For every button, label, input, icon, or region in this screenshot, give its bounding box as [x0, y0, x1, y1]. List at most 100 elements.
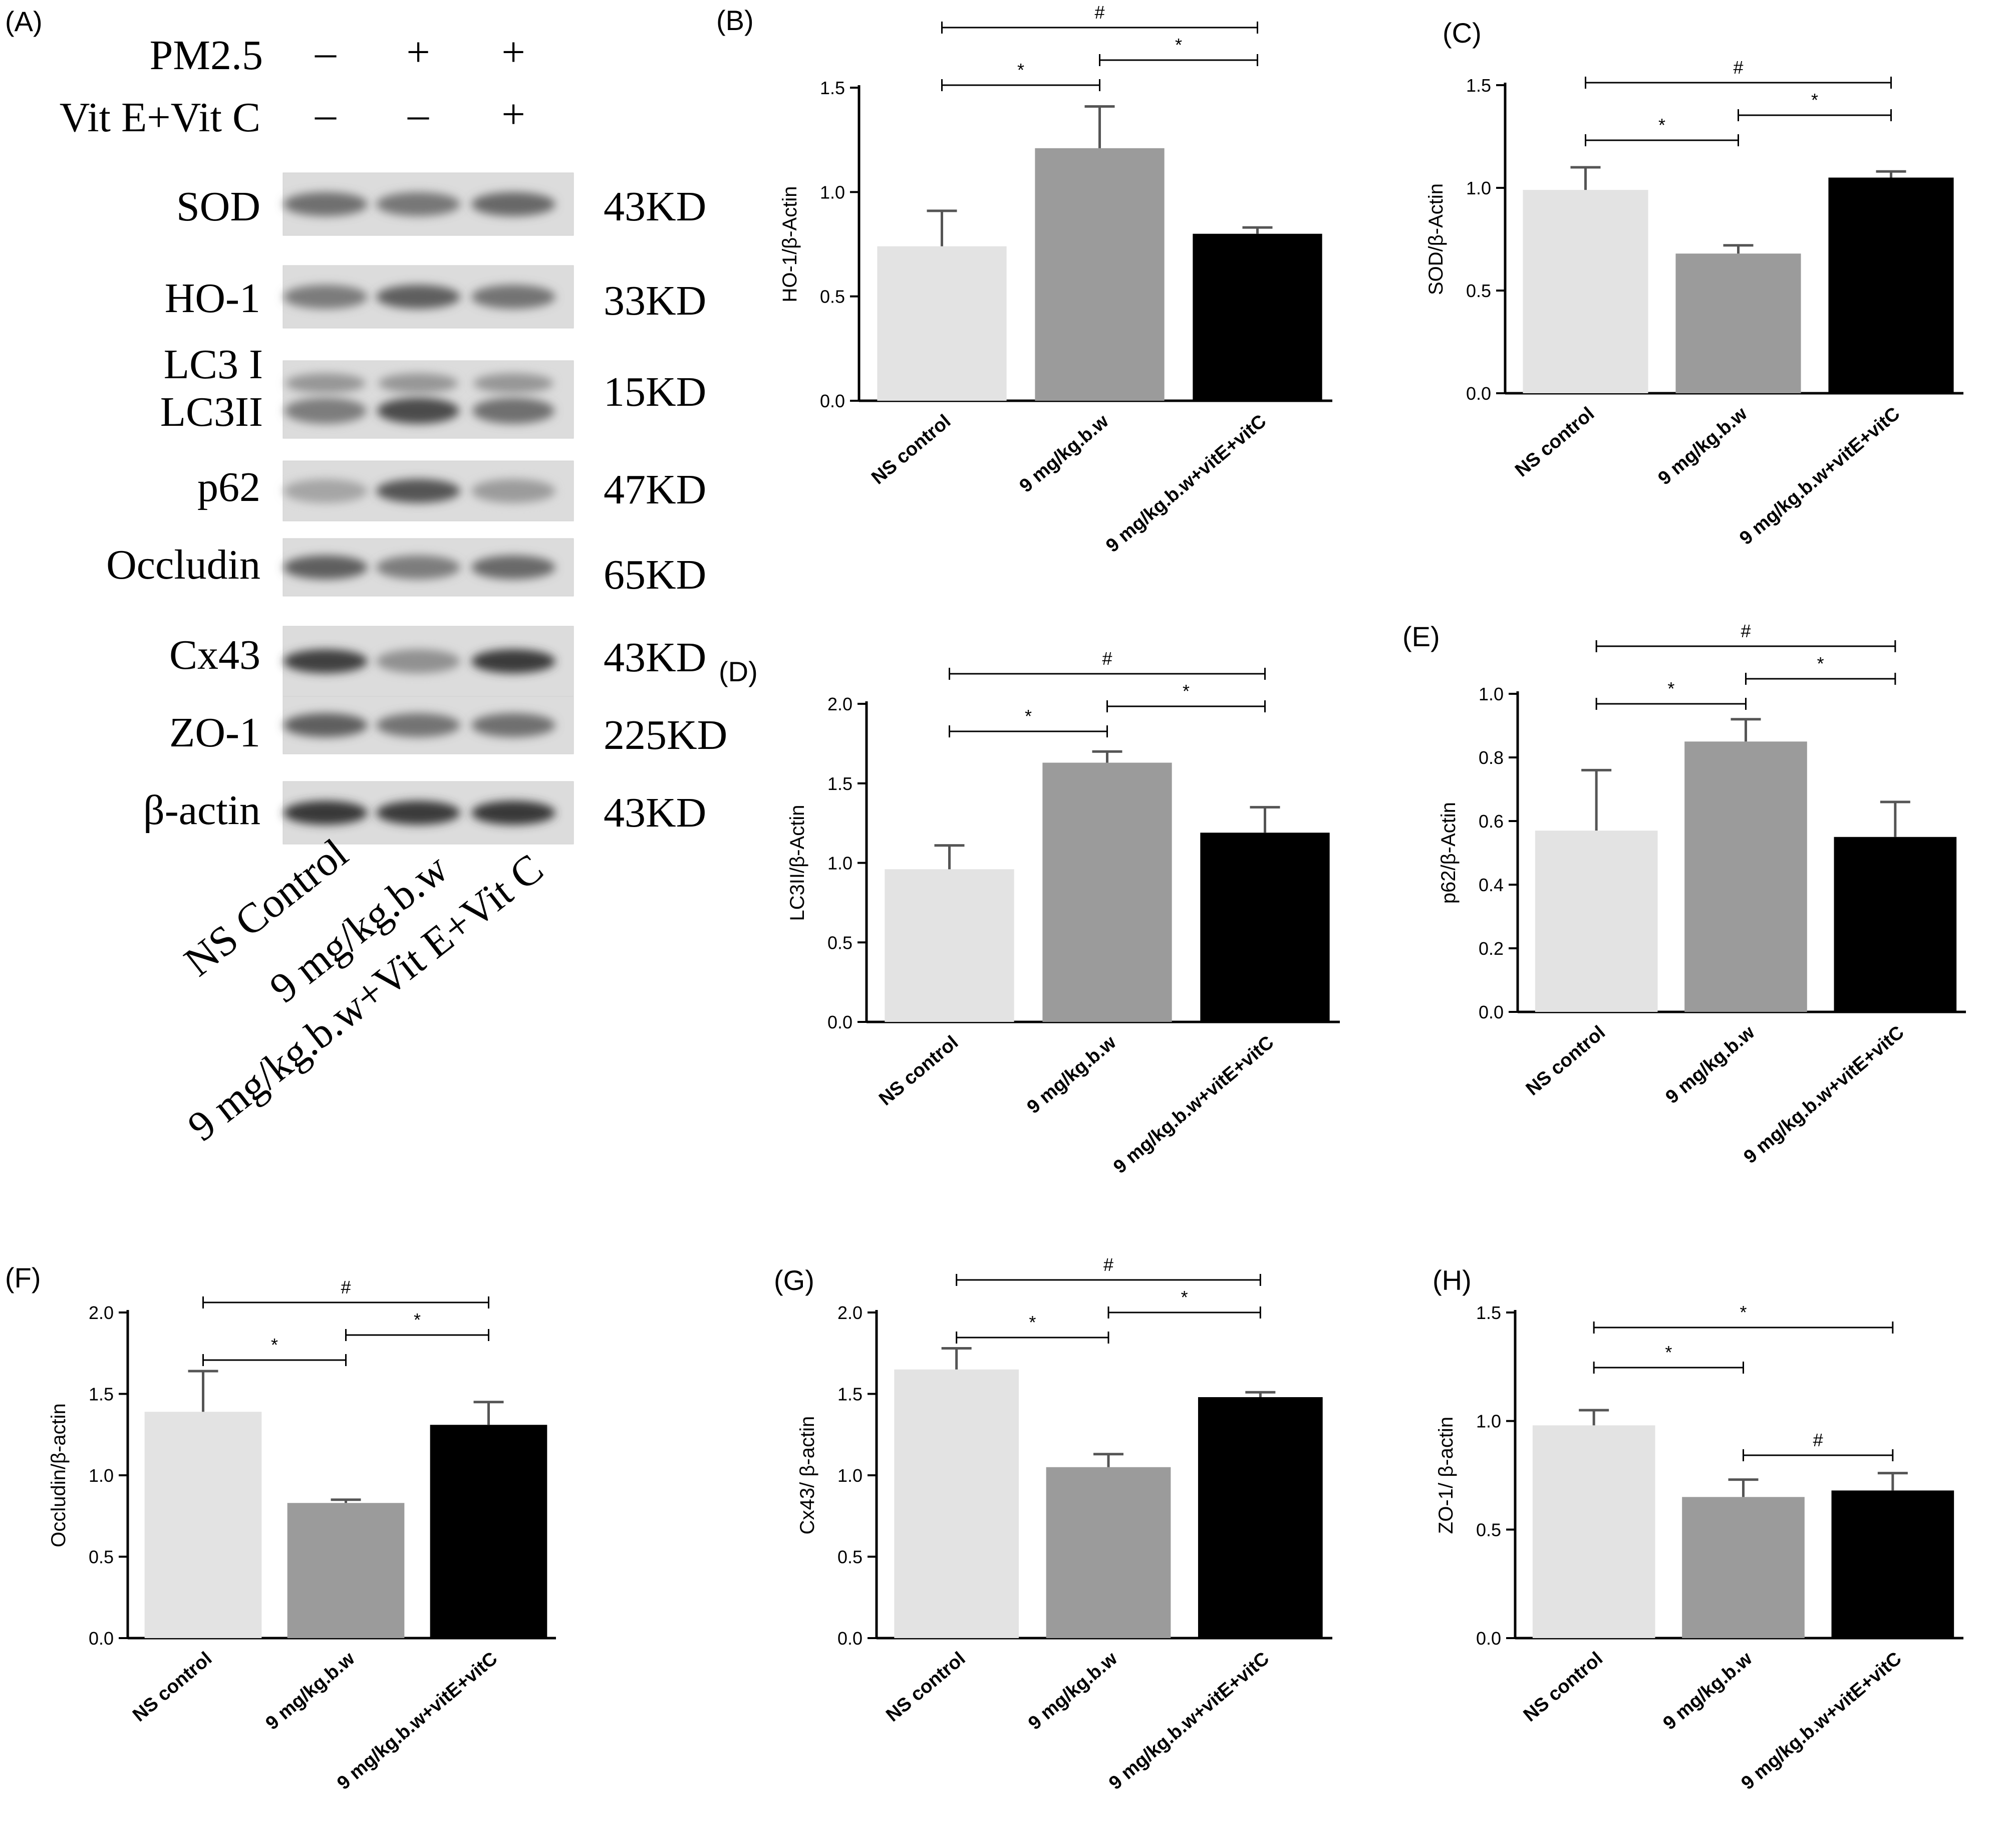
y-tick-label: 0.0 — [820, 391, 845, 411]
panel-letter: (H) — [1433, 1264, 1472, 1296]
y-tick-label: 0.8 — [1479, 747, 1504, 768]
panel-letter: (C) — [1443, 17, 1482, 49]
y-tick-label: 0.5 — [827, 932, 852, 953]
treatment-mark: – — [315, 29, 337, 76]
bar — [894, 1369, 1019, 1638]
sig-label: * — [1025, 706, 1032, 726]
sig-label: # — [341, 1277, 351, 1297]
band-lc3ii — [472, 398, 554, 424]
sig-label: # — [1813, 1430, 1823, 1450]
band — [283, 801, 368, 825]
bar — [1198, 1397, 1323, 1638]
protein-label: SOD — [176, 183, 260, 230]
band — [376, 555, 460, 580]
y-tick-label: 0.0 — [1479, 1002, 1504, 1022]
band-lc3i — [285, 373, 366, 393]
kd-label: 43KD — [604, 789, 706, 836]
protein-label: p62 — [197, 464, 260, 510]
sig-label: * — [1029, 1312, 1036, 1333]
band — [471, 479, 555, 503]
y-tick-label: 2.0 — [837, 1302, 863, 1323]
sig-label: # — [1094, 2, 1104, 23]
bar — [1035, 148, 1165, 401]
treatment-mark: + — [406, 29, 430, 76]
band — [471, 649, 555, 673]
y-tick-label: 0.5 — [1466, 281, 1491, 301]
sig-label: # — [1733, 57, 1743, 78]
kd-label: 47KD — [604, 466, 706, 513]
bar — [885, 869, 1014, 1022]
kd-label: 43KD — [604, 183, 706, 230]
bar — [144, 1412, 262, 1638]
y-tick-label: 0.5 — [820, 287, 845, 307]
y-tick-label: 1.0 — [827, 853, 852, 874]
y-tick-label: 1.0 — [89, 1465, 114, 1486]
band — [283, 713, 368, 737]
band — [471, 192, 555, 216]
band — [376, 192, 460, 216]
band — [376, 713, 460, 737]
y-tick-label: 1.5 — [1466, 75, 1491, 96]
y-axis-label: Cx43/ β-actin — [796, 1416, 818, 1534]
bar — [1828, 177, 1954, 393]
sig-label: * — [1183, 681, 1190, 701]
y-tick-label: 0.0 — [1466, 383, 1491, 404]
bar — [1535, 831, 1658, 1012]
panel-letter-a: (A) — [5, 6, 43, 37]
bar — [1193, 233, 1322, 401]
panel-letter: (D) — [719, 656, 758, 687]
bar — [430, 1425, 547, 1638]
sig-label: * — [1175, 35, 1182, 55]
sig-label: * — [1665, 1342, 1672, 1363]
band — [471, 713, 555, 737]
y-tick-label: 1.0 — [1476, 1411, 1501, 1432]
bar — [1200, 833, 1330, 1022]
band — [471, 285, 555, 309]
y-tick-label: 2.0 — [89, 1302, 114, 1323]
band-lc3i — [473, 373, 553, 393]
y-tick-label: 0.4 — [1479, 875, 1504, 895]
panel-letter: (E) — [1402, 621, 1440, 652]
protein-label: β-actin — [143, 787, 260, 834]
panel-letter: (G) — [774, 1264, 814, 1296]
panel-letter: (B) — [716, 5, 754, 36]
y-tick-label: 0.5 — [89, 1547, 114, 1567]
band-lc3i — [378, 373, 458, 393]
band — [471, 801, 555, 825]
panel-letter: (F) — [5, 1262, 41, 1293]
y-tick-label: 1.0 — [1466, 178, 1491, 198]
sig-label: # — [1103, 1254, 1113, 1275]
protein-label: HO-1 — [165, 275, 260, 322]
bar — [1831, 1490, 1954, 1638]
band — [376, 479, 460, 503]
sig-label: * — [1811, 90, 1818, 110]
sig-label: * — [1667, 678, 1674, 699]
y-axis-label: Occludin/β-actin — [48, 1403, 70, 1547]
sig-label: * — [1181, 1287, 1188, 1307]
bar — [1682, 1497, 1805, 1638]
kd-label: 15KD — [604, 369, 706, 415]
y-axis-label: LC3II/β-Actin — [786, 805, 808, 921]
band-lc3ii — [284, 398, 367, 424]
bar — [1042, 762, 1172, 1022]
sig-label: # — [1102, 648, 1112, 669]
y-axis-label: ZO-1/ β-actin — [1435, 1417, 1457, 1534]
protein-label-lc3ii: LC3II — [160, 389, 263, 435]
band — [283, 479, 368, 503]
sig-label: * — [1658, 115, 1665, 135]
y-tick-label: 0.5 — [1476, 1519, 1501, 1540]
bar — [1532, 1425, 1655, 1638]
treatment-mark: + — [501, 91, 525, 138]
y-tick-label: 1.5 — [837, 1384, 863, 1405]
bar — [1046, 1467, 1171, 1638]
protein-label-lc3i: LC3 I — [164, 341, 263, 388]
y-tick-label: 0.6 — [1479, 811, 1504, 832]
band — [283, 649, 368, 673]
y-tick-label: 0.2 — [1479, 938, 1504, 959]
y-tick-label: 1.5 — [820, 78, 845, 98]
bar — [1523, 190, 1648, 393]
y-tick-label: 1.5 — [827, 773, 852, 794]
treatment-label: Vit E+Vit C — [60, 94, 260, 141]
y-axis-label: p62/β-Actin — [1438, 802, 1460, 904]
